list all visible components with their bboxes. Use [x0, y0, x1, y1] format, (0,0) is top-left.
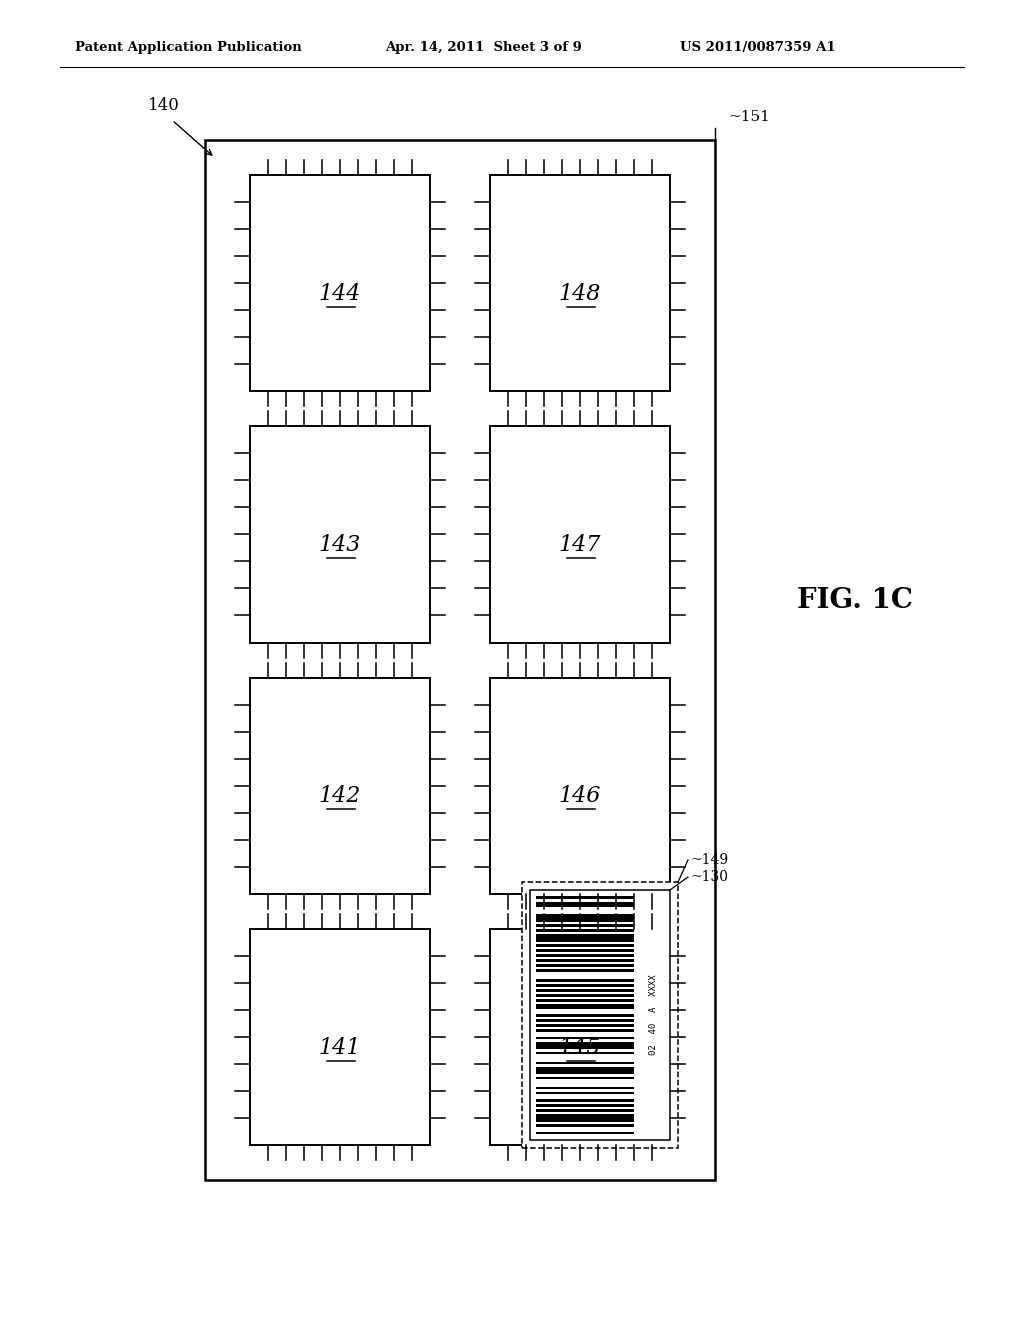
Bar — [536, 924, 634, 927]
Bar — [536, 1005, 634, 1008]
Text: 144: 144 — [318, 282, 361, 305]
Text: 141: 141 — [318, 1036, 361, 1059]
Bar — [205, 140, 715, 1180]
Bar — [536, 1086, 634, 1089]
Bar — [536, 1092, 634, 1094]
Bar — [536, 999, 634, 1002]
Bar — [536, 1061, 634, 1064]
Bar — [536, 1036, 634, 1039]
Bar — [530, 890, 670, 1140]
Text: ~149: ~149 — [690, 853, 728, 867]
Bar — [536, 902, 634, 907]
Bar — [522, 882, 678, 1148]
Bar — [536, 935, 634, 941]
Bar — [250, 176, 430, 391]
Bar — [536, 913, 634, 921]
Text: 143: 143 — [318, 535, 361, 556]
Bar — [536, 1014, 634, 1016]
Bar — [536, 1131, 634, 1134]
Text: 145: 145 — [559, 1036, 601, 1059]
Bar — [536, 1109, 634, 1111]
Bar — [536, 896, 634, 899]
Bar — [490, 426, 670, 643]
Bar — [536, 1100, 634, 1101]
Text: 142: 142 — [318, 785, 361, 808]
Text: 146: 146 — [559, 785, 601, 808]
Bar — [536, 1019, 634, 1022]
Text: Apr. 14, 2011  Sheet 3 of 9: Apr. 14, 2011 Sheet 3 of 9 — [385, 41, 582, 54]
Bar — [536, 983, 634, 986]
Text: 148: 148 — [559, 282, 601, 305]
Bar — [250, 929, 430, 1144]
Bar — [250, 677, 430, 894]
Text: ~151: ~151 — [728, 110, 770, 124]
Text: ~130: ~130 — [690, 870, 728, 884]
Bar — [536, 1067, 634, 1074]
Bar — [490, 929, 670, 1144]
Bar — [536, 1024, 634, 1027]
Bar — [536, 1052, 634, 1053]
Text: US 2011/0087359 A1: US 2011/0087359 A1 — [680, 41, 836, 54]
Bar — [536, 929, 634, 932]
Bar — [536, 954, 634, 957]
Bar — [536, 1030, 634, 1031]
Bar — [250, 426, 430, 643]
Text: 140: 140 — [148, 96, 180, 114]
Bar — [490, 677, 670, 894]
Bar — [536, 1077, 634, 1078]
Bar — [536, 994, 634, 997]
Bar — [536, 1041, 634, 1049]
Bar — [490, 176, 670, 391]
Text: 147: 147 — [559, 535, 601, 556]
Text: FIG. 1C: FIG. 1C — [797, 586, 913, 614]
Bar — [536, 969, 634, 972]
Bar — [536, 944, 634, 946]
Bar — [536, 949, 634, 952]
Bar — [536, 1104, 634, 1106]
Text: Patent Application Publication: Patent Application Publication — [75, 41, 302, 54]
Text: 02  40  A  XXXX: 02 40 A XXXX — [649, 974, 658, 1055]
Bar — [536, 979, 634, 982]
Bar — [536, 964, 634, 966]
Bar — [536, 1114, 634, 1122]
Bar — [536, 960, 634, 961]
Bar — [536, 989, 634, 991]
Bar — [536, 1125, 634, 1126]
